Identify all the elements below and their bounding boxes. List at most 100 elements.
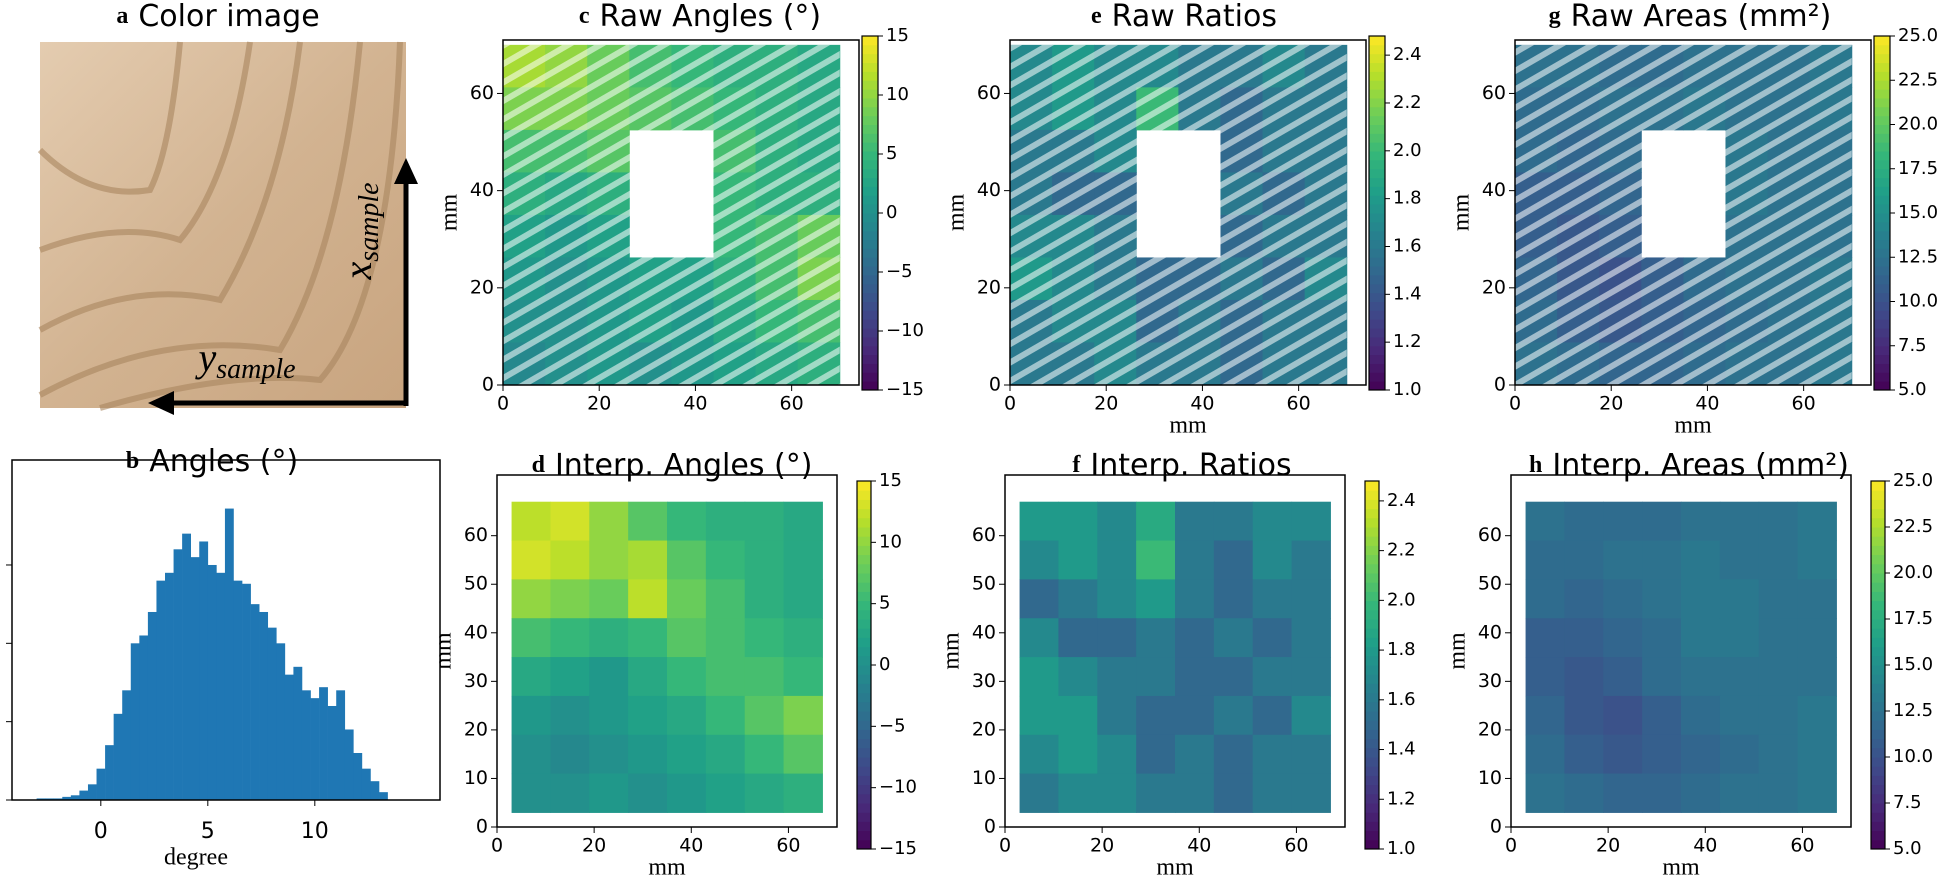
heatmap-cell: [1175, 695, 1215, 736]
colorbar-segment: [857, 683, 871, 694]
heatmap-cell: [1097, 579, 1137, 619]
colorbar-segment: [1365, 738, 1379, 749]
colorbar-segment: [1871, 729, 1885, 740]
colorbar-segment: [1369, 204, 1385, 214]
annotation-subscript: sample: [354, 182, 385, 261]
panel-title-text: Interp. Ratios: [1090, 448, 1291, 483]
panel-letter: a: [116, 3, 128, 29]
heatmap-cell: [511, 540, 551, 580]
colorbar-tick-label: 2.4: [1387, 490, 1416, 511]
colorbar-tick-label: 7.5: [1898, 335, 1927, 356]
colorbar-segment: [1365, 720, 1379, 730]
colorbar-segment: [1369, 71, 1385, 81]
colorbar-segment: [1365, 655, 1379, 666]
colorbar-segment: [1874, 177, 1890, 187]
colorbar-segment: [862, 310, 878, 320]
panel-letter: e: [1091, 3, 1102, 29]
colorbar-segment: [1369, 106, 1385, 117]
colorbar-segment: [1365, 747, 1379, 758]
colorbar-segment: [1365, 490, 1379, 500]
colorbar-segment: [1369, 124, 1385, 134]
heatmap-cell: [1758, 579, 1799, 619]
colorbar-segment: [1874, 292, 1890, 302]
colorbar-tick-label: −5: [886, 261, 913, 282]
colorbar-segment: [857, 839, 871, 850]
colorbar-segment: [862, 44, 878, 55]
heatmap-cell: [1758, 695, 1799, 736]
heatmap-cell: [1213, 540, 1254, 580]
colorbar-segment: [862, 345, 878, 356]
colorbar-segment: [862, 115, 878, 125]
colorbar-segment: [1871, 655, 1885, 666]
heatmap-cells: [511, 501, 823, 813]
heatmap-cell: [628, 695, 668, 736]
colorbar-tick-label: 15: [879, 470, 902, 491]
heatmap-cell: [1642, 657, 1682, 697]
colorbar-segment: [857, 637, 871, 648]
heatmap-cell: [1291, 540, 1331, 580]
colorbar-tick-label: 22.5: [1893, 516, 1933, 537]
colorbar-tick-label: 0: [879, 654, 890, 675]
colorbar-segment: [1874, 213, 1890, 223]
colorbar-segment: [1871, 628, 1885, 638]
y-axis-label: mm: [437, 194, 463, 232]
colorbar-segment: [862, 168, 878, 179]
heatmap-cell: [589, 540, 629, 580]
colorbar-tick-label: 17.5: [1893, 608, 1933, 629]
colorbar-segment: [1369, 239, 1385, 249]
heatmap-cell: [1564, 501, 1604, 542]
colorbar-segment: [1365, 609, 1379, 620]
colorbar-segment: [857, 573, 871, 583]
colorbar-segment: [862, 124, 878, 134]
heatmap-cell: [783, 734, 823, 775]
colorbar: [862, 36, 878, 391]
y-tick-label: 0: [984, 816, 996, 838]
colorbar-segment: [862, 336, 878, 347]
colorbar-segment: [857, 821, 871, 832]
histogram-bar: [276, 643, 286, 800]
heatmap-cell: [1642, 734, 1682, 775]
colorbar-segment: [1365, 830, 1379, 841]
wood-photo: [37, 41, 406, 411]
colorbar-segment: [1874, 195, 1890, 205]
colorbar-segment: [857, 600, 871, 611]
heatmap-cell: [1564, 618, 1604, 658]
colorbar-segment: [857, 490, 871, 500]
colorbar-segment: [857, 747, 871, 758]
histogram-bar: [301, 690, 311, 800]
colorbar-segment: [1365, 600, 1379, 611]
heatmap-cell: [744, 540, 785, 580]
colorbar-frame: [1368, 35, 1386, 391]
heatmap-cell: [1175, 579, 1215, 619]
colorbar-segment: [1871, 757, 1885, 767]
colorbar-segment: [862, 133, 878, 143]
colorbar-segment: [1365, 839, 1379, 850]
colorbar-tick-label: 7.5: [1893, 792, 1922, 813]
colorbar-segment: [1365, 545, 1379, 556]
heatmap-cell: [1175, 773, 1215, 813]
heatmap-cell: [1681, 734, 1721, 775]
heatmap-cell: [1719, 501, 1760, 542]
colorbar-tick-label: 2.0: [1387, 589, 1416, 610]
heatmap-cell: [1213, 734, 1254, 775]
annotation-symbol: x: [335, 262, 380, 281]
y-tick-label: 60: [470, 82, 494, 104]
heatmap-cell: [1252, 618, 1293, 658]
colorbar-segment: [1871, 563, 1885, 574]
colorbar-segment: [862, 97, 878, 108]
colorbar-segment: [1874, 89, 1890, 99]
colorbar-segment: [1874, 36, 1890, 46]
colorbar-segment: [1369, 44, 1385, 55]
colorbar-segment: [1369, 97, 1385, 108]
colorbar-segment: [1871, 720, 1885, 730]
histogram-bar: [361, 768, 371, 800]
heatmap-cell: [589, 734, 629, 775]
heatmap-cell: [1136, 734, 1176, 775]
colorbar-segment: [862, 248, 878, 258]
heatmap-cell: [667, 657, 707, 697]
heatmap-cell: [1564, 695, 1604, 736]
colorbar-segment: [1874, 345, 1890, 356]
colorbar-segment: [1871, 803, 1885, 813]
colorbar-segment: [1871, 766, 1885, 776]
colorbar-segment: [1365, 527, 1379, 537]
